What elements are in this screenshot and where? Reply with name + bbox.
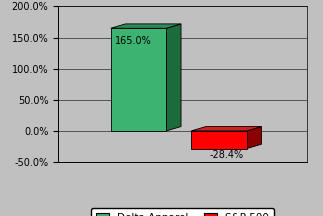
Polygon shape <box>166 24 181 131</box>
Polygon shape <box>111 24 181 28</box>
Polygon shape <box>191 127 262 131</box>
Legend: Delta Apparel, S&P 500: Delta Apparel, S&P 500 <box>91 208 274 216</box>
Text: -28.4%: -28.4% <box>209 150 244 160</box>
Bar <box>111 28 166 131</box>
Polygon shape <box>247 127 262 149</box>
Text: 165.0%: 165.0% <box>115 36 152 46</box>
Bar <box>191 131 247 149</box>
